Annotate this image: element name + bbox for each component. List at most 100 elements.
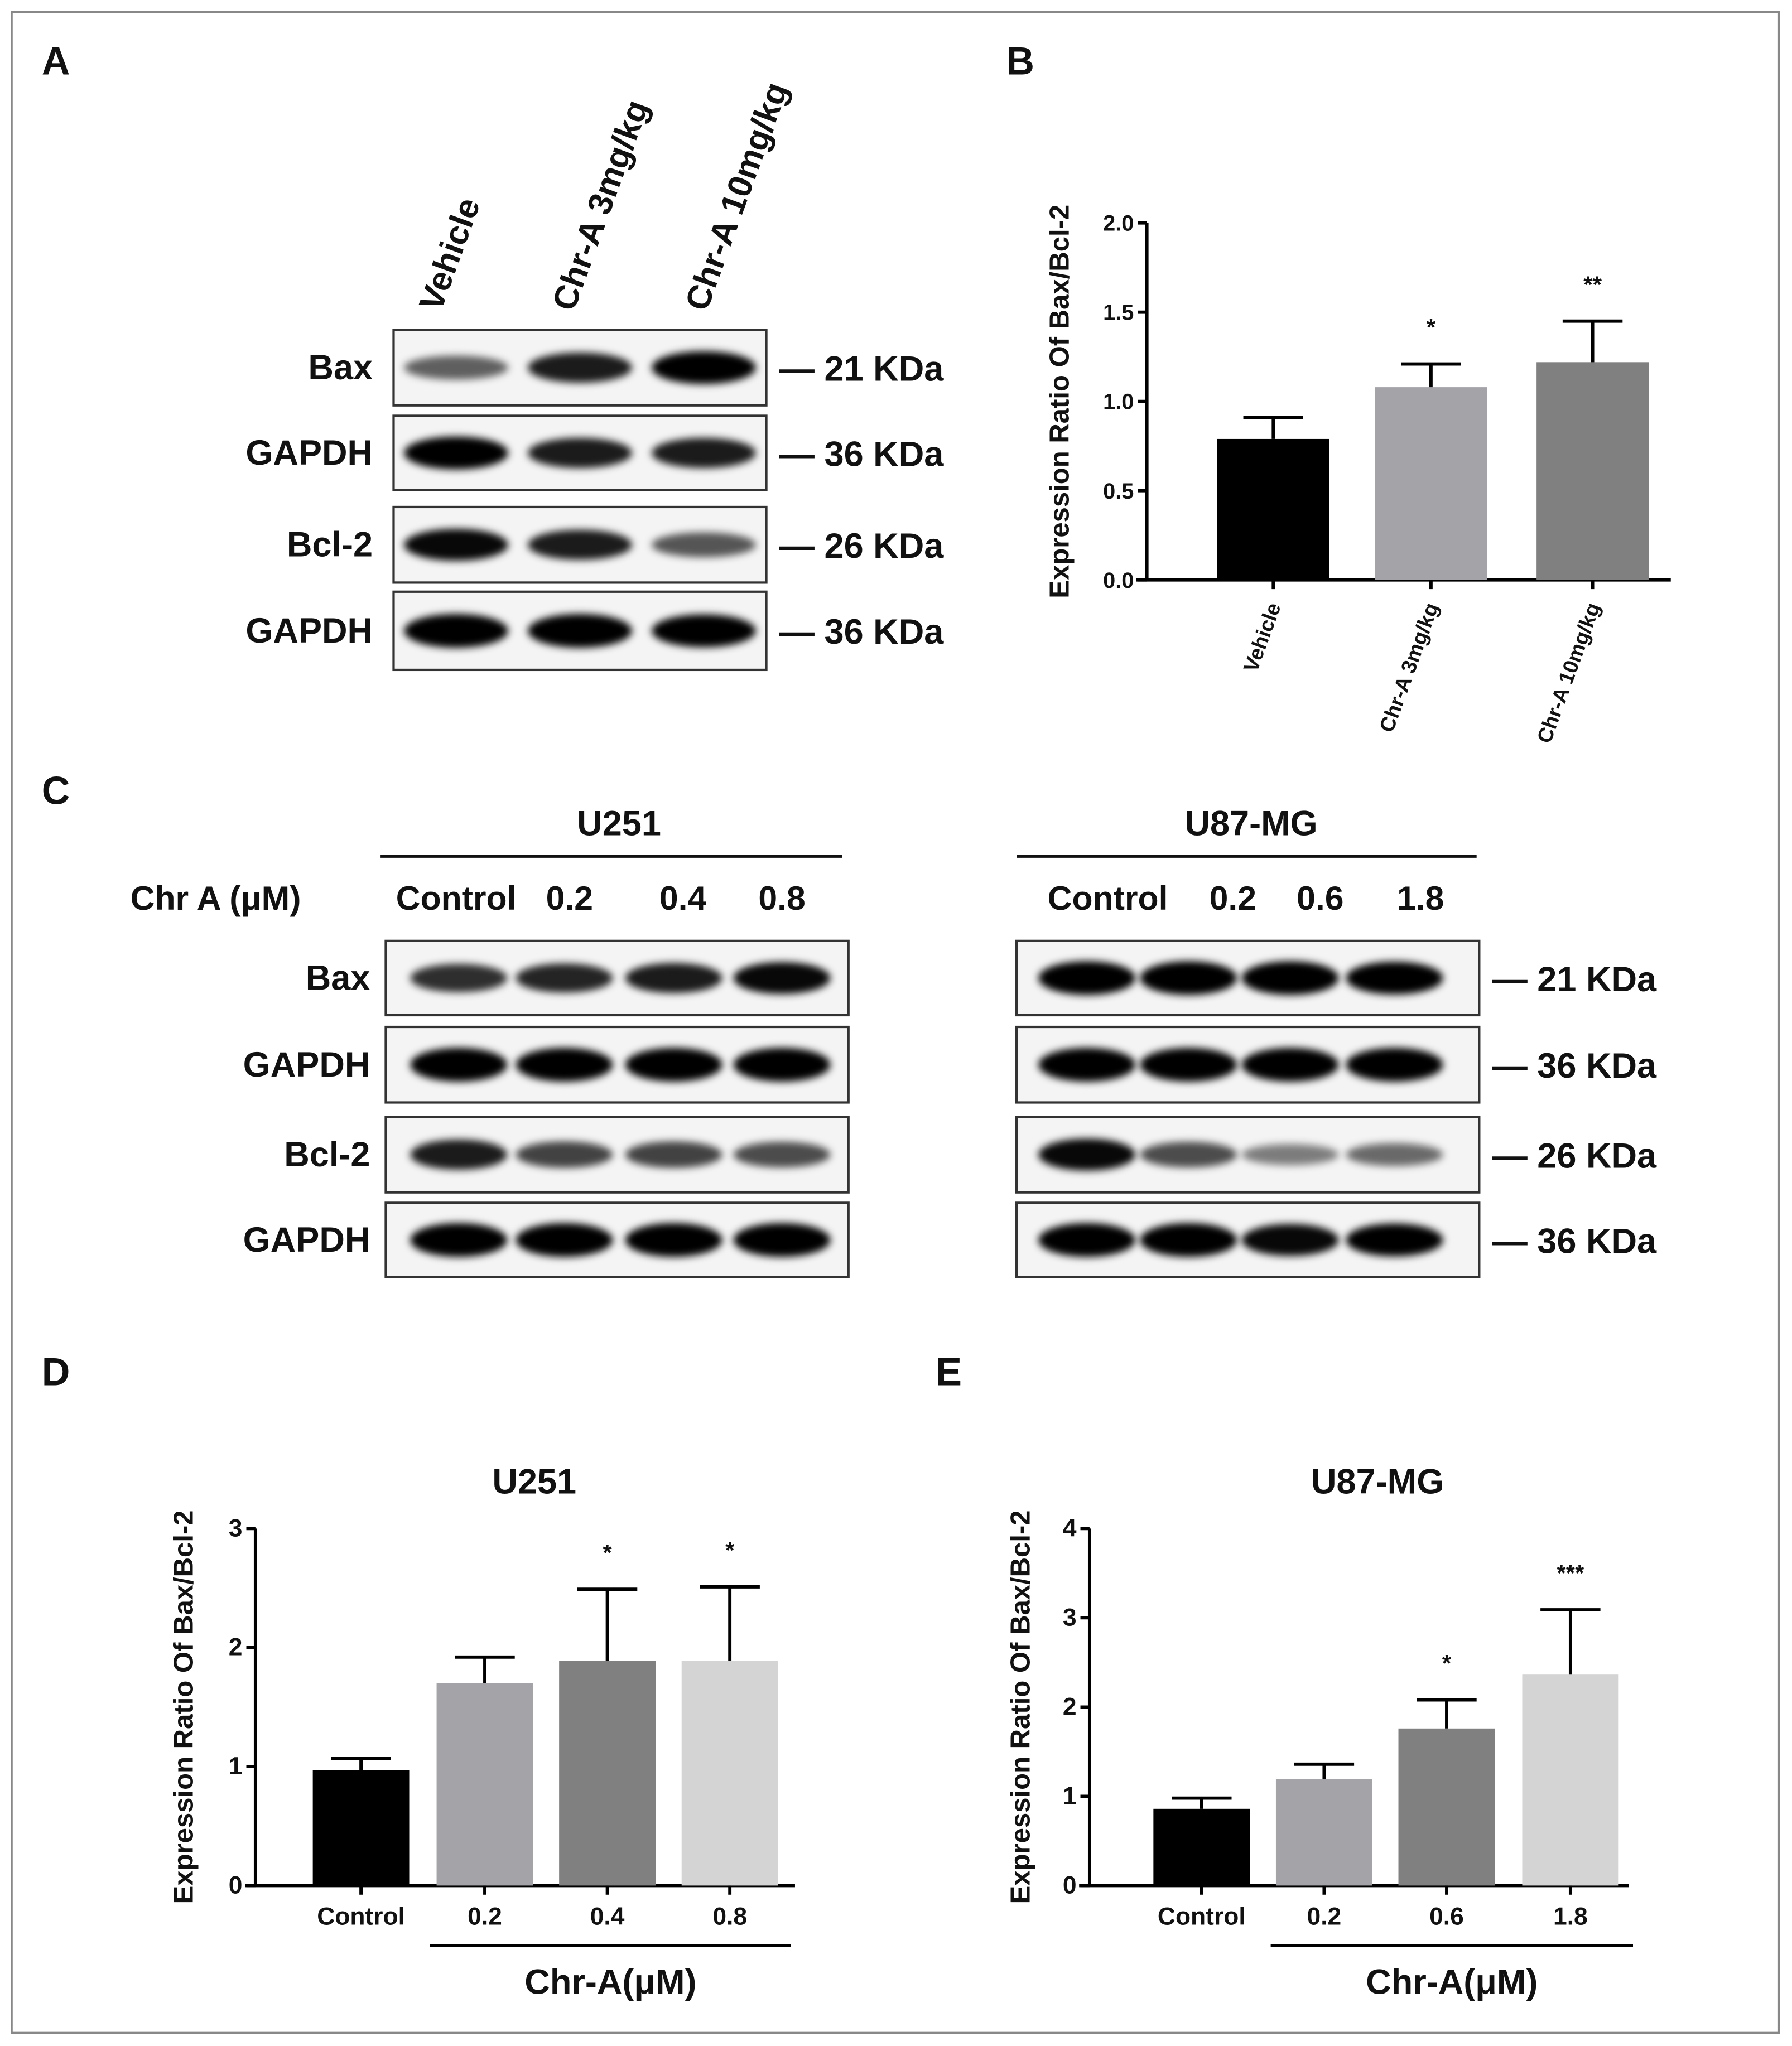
protein-band — [625, 1141, 722, 1168]
y-tick-label: 1.0 — [1103, 390, 1134, 414]
bar — [1275, 1779, 1372, 1886]
bar — [1522, 1674, 1619, 1886]
protein-band — [651, 532, 756, 557]
protein-band — [651, 437, 756, 469]
x-tick-label: Control — [1158, 1903, 1246, 1931]
protein-band — [1140, 1141, 1237, 1167]
row-label: Bcl-2 — [287, 525, 373, 564]
protein-band — [733, 962, 831, 995]
y-tick-label: 2.0 — [1103, 211, 1134, 236]
protein-band — [516, 1223, 613, 1257]
bar — [559, 1661, 656, 1886]
column-label: 0.4 — [659, 879, 707, 917]
bar — [312, 1770, 410, 1886]
row-label: Bcl-2 — [284, 1135, 370, 1174]
y-tick-label: 0.0 — [1103, 568, 1134, 593]
y-tick-label: 1.5 — [1103, 301, 1134, 325]
bar — [1217, 438, 1329, 580]
protein-band — [1140, 1048, 1237, 1082]
protein-band — [516, 963, 613, 993]
protein-band — [516, 1141, 613, 1168]
kda-label: — 36 KDa — [1492, 1046, 1657, 1085]
panel-label-c: C — [42, 769, 70, 813]
x-tick-label: 0.6 — [1429, 1903, 1464, 1931]
y-tick-label: 0 — [229, 1871, 243, 1899]
protein-band — [527, 529, 633, 560]
protein-band — [404, 355, 509, 380]
x-axis-label: Chr-A(μM) — [524, 1962, 696, 2001]
y-tick-label: 2 — [229, 1634, 243, 1661]
protein-band — [527, 614, 633, 648]
protein-band — [1038, 1138, 1136, 1171]
kda-label: — 36 KDa — [779, 435, 944, 474]
protein-band — [1241, 1144, 1339, 1165]
protein-band — [625, 1048, 722, 1082]
protein-band — [651, 614, 756, 648]
chart-e: 0 1 2 3 4 Expression Ratio Of Bax/Bcl-2 U87-MG… — [1005, 1462, 1634, 2001]
protein-band — [1346, 1223, 1443, 1257]
y-tick-label: 2 — [1063, 1693, 1077, 1720]
protein-band — [404, 436, 509, 470]
chart-title: U87-MG — [1311, 1462, 1444, 1501]
protein-band — [527, 437, 633, 469]
protein-band — [1241, 1224, 1339, 1256]
kda-label: — 26 KDa — [779, 527, 944, 566]
protein-band — [1241, 961, 1339, 995]
kda-label: — 36 KDa — [779, 612, 944, 652]
y-tick-label: 0.5 — [1103, 479, 1134, 504]
y-axis-label: Expression Ratio Of Bax/Bcl-2 — [1005, 1510, 1035, 1904]
protein-band — [625, 1223, 722, 1257]
row-label: Bax — [306, 958, 370, 997]
protein-band — [404, 614, 509, 648]
x-axis-label: Chr-A(μM) — [1366, 1962, 1538, 2001]
row-label: GAPDH — [245, 611, 373, 650]
panel-label-a: A — [42, 39, 70, 83]
column-label: 0.2 — [1210, 879, 1256, 917]
row-label: Bax — [308, 348, 373, 387]
significance-marker: ** — [1583, 271, 1602, 297]
y-tick-label: 3 — [1063, 1604, 1077, 1631]
significance-marker: * — [1442, 1650, 1452, 1676]
kda-label: — 21 KDa — [779, 349, 944, 388]
y-tick-label: 1 — [1063, 1782, 1077, 1809]
figure-border — [11, 11, 1780, 2034]
row-label: GAPDH — [245, 433, 373, 472]
y-axis-label: Expression Ratio Of Bax/Bcl-2 — [169, 1510, 199, 1904]
u251-title: U251 — [577, 804, 661, 843]
protein-band — [733, 1223, 831, 1257]
kda-label: — 26 KDa — [1492, 1136, 1657, 1175]
bar — [1398, 1728, 1495, 1886]
column-label: 0.8 — [758, 879, 805, 917]
chart-d: 0 1 2 3 Expression Ratio Of Bax/Bcl-2 U251 Con… — [169, 1462, 795, 2001]
protein-band — [651, 351, 756, 384]
kda-label: — 21 KDa — [1492, 960, 1657, 999]
significance-marker: * — [725, 1537, 735, 1564]
protein-band — [527, 352, 633, 383]
row-label: GAPDH — [243, 1220, 370, 1260]
panel-label-b: B — [1006, 39, 1034, 83]
bar — [1153, 1808, 1250, 1886]
bar — [436, 1683, 533, 1886]
protein-band — [625, 963, 722, 993]
column-label: Control — [1048, 879, 1168, 917]
row-label: GAPDH — [243, 1045, 370, 1084]
y-tick-label: 3 — [229, 1514, 243, 1542]
kda-label: — 36 KDa — [1492, 1222, 1657, 1261]
protein-band — [733, 1048, 831, 1082]
treatment-label: Chr A (μM) — [131, 879, 301, 917]
y-tick-label: 1 — [229, 1753, 243, 1780]
panel-label-e: E — [936, 1350, 962, 1393]
protein-band — [1038, 1223, 1136, 1257]
x-tick-label: 0.4 — [590, 1903, 625, 1931]
significance-marker: * — [603, 1540, 612, 1566]
protein-band — [733, 1141, 831, 1167]
panel-c-blot: U251 U87-MG Chr A (μM) Bax GAPDH Bcl-2 GAPD… — [131, 804, 1657, 1278]
x-tick-label: Control — [317, 1903, 405, 1931]
chart-title: U251 — [492, 1462, 576, 1501]
u87-title: U87-MG — [1184, 804, 1317, 843]
protein-band — [1346, 1048, 1443, 1082]
protein-band — [1346, 961, 1443, 995]
x-tick-label: 0.8 — [712, 1903, 747, 1931]
column-label: Control — [396, 879, 517, 917]
